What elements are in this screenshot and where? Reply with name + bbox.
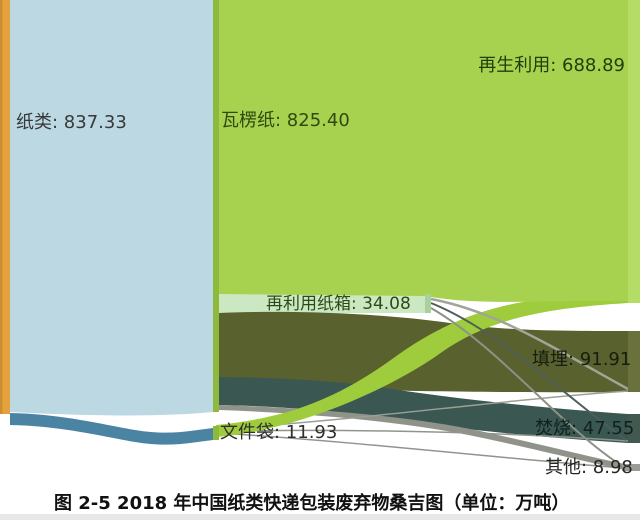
- node-paper: [0, 0, 10, 414]
- flow-documentbag-to-incineration: [218, 429, 629, 442]
- node-paper-edge: [0, 0, 3, 414]
- label-other: 其他: 8.98: [545, 457, 633, 478]
- label-document-bag: 文件袋: 11.93: [220, 422, 338, 443]
- node-incineration: [628, 414, 640, 443]
- label-corrugated: 瓦楞纸: 825.40: [221, 110, 350, 131]
- flow-documentbag-to-other: [218, 432, 623, 469]
- node-landfill: [628, 331, 640, 392]
- bottom-strip: [0, 514, 640, 520]
- label-reused-box: 再利用纸箱: 34.08: [266, 294, 411, 314]
- node-other: [622, 464, 640, 471]
- flow-reusedbox-to-incineration: [430, 302, 627, 441]
- figure-caption: 图 2-5 2018 年中国纸类快递包装废弃物桑吉图（单位：万吨）: [54, 493, 570, 514]
- flow-paper-to-documentbag: [10, 413, 213, 445]
- label-incineration: 焚烧: 47.55: [535, 418, 635, 439]
- flow-reusedbox-to-other: [430, 307, 623, 467]
- node-reusedbox: [425, 294, 431, 313]
- node-documentbag: [213, 426, 219, 440]
- flow-paper-to-corrugated: [10, 0, 213, 416]
- node-corrugated: [213, 0, 219, 412]
- sankey-canvas: [0, 0, 640, 471]
- label-landfill: 填埋: 91.91: [532, 349, 632, 370]
- label-paper: 纸类: 837.33: [16, 112, 127, 133]
- node-recycling: [628, 0, 640, 303]
- flow-corrugated-to-recycling: [219, 0, 628, 302]
- flow-corrugated-to-other: [219, 405, 625, 470]
- flow-corrugated-to-reusedbox: [219, 294, 425, 313]
- flow-documentbag-to-recycling: [216, 293, 628, 437]
- label-recycling: 再生利用: 688.89: [478, 55, 625, 76]
- flow-reusedbox-to-landfill: [430, 297, 629, 391]
